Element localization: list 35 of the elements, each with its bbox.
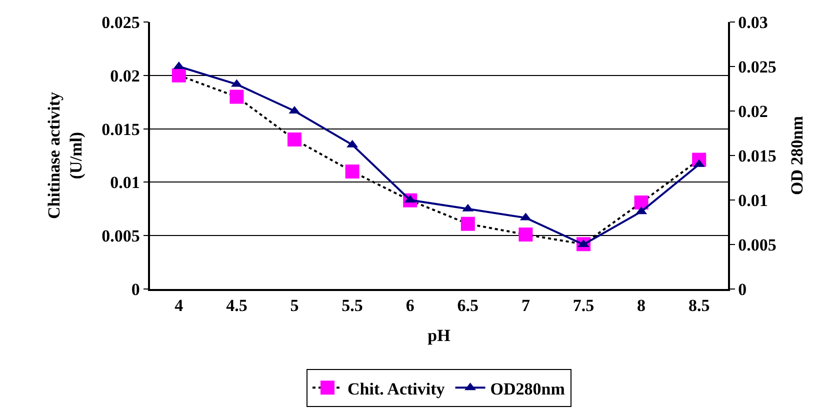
x-tick-label: 8.5 xyxy=(688,296,710,316)
y-tick-label: 0.025 xyxy=(102,12,140,32)
point xyxy=(634,195,648,210)
y2-tick-label: 0.025 xyxy=(738,57,776,76)
y2-tick-label: 0.03 xyxy=(738,12,768,32)
x-tick-label: 4.5 xyxy=(226,296,248,316)
x-tick-label: 8 xyxy=(637,296,646,316)
x-tick-label: 4 xyxy=(174,296,184,316)
x-tick-label: 6.5 xyxy=(457,296,479,316)
legend-label: Chit. Activity xyxy=(348,379,446,398)
y-axis-title: Chitinase activity (U/ml) xyxy=(44,91,86,220)
y2-tick-label: 0.015 xyxy=(738,146,776,166)
y-tick-label: 0.02 xyxy=(110,66,140,86)
y2-tick-label: 0.005 xyxy=(738,235,776,254)
y2-tick-label: 0 xyxy=(738,280,747,299)
y2-axis-title: OD 280nm xyxy=(787,116,806,195)
y-tick-label: 0.005 xyxy=(102,226,140,246)
y2-tick-label: 0.02 xyxy=(738,102,768,121)
x-tick-label: 7 xyxy=(521,296,530,316)
y-tick-label: 0 xyxy=(131,280,140,299)
x-tick-label: 5 xyxy=(290,296,299,316)
x-tick-label: 6 xyxy=(406,296,414,316)
x-axis-title: pH xyxy=(428,326,450,346)
y-tick-label: 0.015 xyxy=(102,120,140,139)
y2-tick-label: 0.01 xyxy=(738,190,768,210)
legend-label: OD280nm xyxy=(490,379,565,398)
x-tick-label: 7.5 xyxy=(572,296,594,316)
point xyxy=(230,90,244,104)
point xyxy=(460,216,475,231)
point xyxy=(345,164,360,179)
point xyxy=(172,68,186,82)
point xyxy=(288,132,302,146)
point xyxy=(518,228,533,242)
x-tick-label: 5.5 xyxy=(342,296,363,316)
y-tick-label: 0.01 xyxy=(110,173,140,192)
